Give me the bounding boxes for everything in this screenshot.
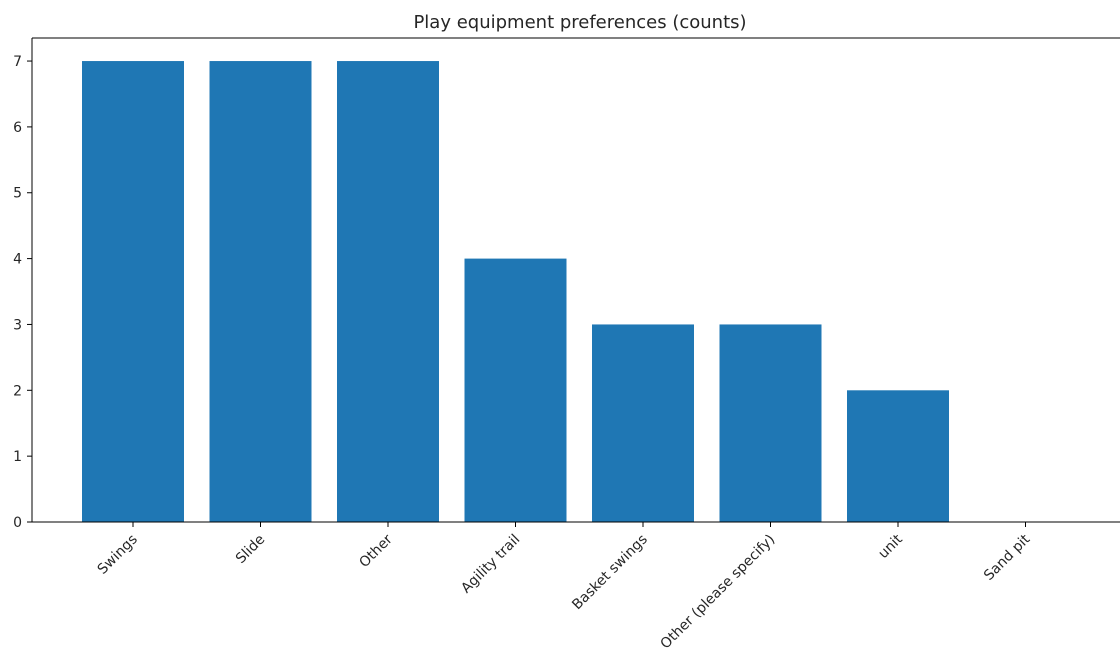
- bar-agility-trail: [464, 258, 567, 522]
- plot-frame: [31, 37, 1120, 523]
- bar-slide: [209, 61, 312, 523]
- y-tick-label: 2: [13, 383, 22, 399]
- y-tick-label: 7: [13, 54, 22, 70]
- x-tick-label: Swings: [95, 532, 141, 578]
- bar-unit: [847, 390, 949, 522]
- y-axis: 0 1 2 3 4 5 6 7: [13, 54, 32, 531]
- y-tick-label: 4: [13, 252, 22, 268]
- x-tick-label: Other (please specify): [658, 532, 779, 653]
- x-tick-label: Basket swings: [569, 532, 651, 614]
- x-tick-label: unit: [875, 531, 906, 562]
- bars-group: [82, 61, 949, 523]
- y-tick-label: 1: [13, 449, 22, 465]
- x-tick-label: Sand pit: [981, 531, 1034, 584]
- bar-swings: [82, 61, 184, 523]
- x-tick-label: Other: [356, 531, 396, 571]
- x-axis: Swings Slide Other Agility trail Basket swin…: [95, 522, 1034, 652]
- y-tick-label: 0: [13, 515, 22, 531]
- y-tick-label: 6: [13, 120, 22, 136]
- x-tick-label: Agility trail: [458, 532, 523, 597]
- bar-basket-swings: [592, 324, 694, 522]
- y-tick-label: 5: [13, 186, 22, 202]
- x-tick-label: Slide: [233, 532, 268, 567]
- y-tick-label: 3: [13, 317, 22, 333]
- bar-other: [337, 61, 439, 523]
- bar-other-please-specify: [719, 324, 822, 522]
- chart-title: Play equipment preferences (counts): [413, 12, 746, 33]
